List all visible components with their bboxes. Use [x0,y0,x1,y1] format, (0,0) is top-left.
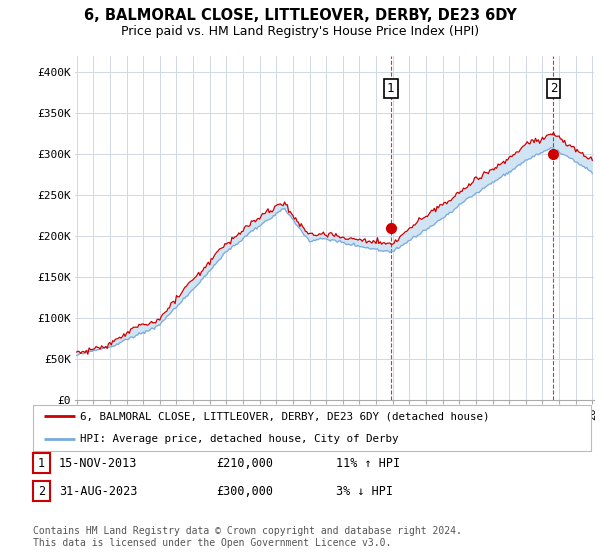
Text: 3% ↓ HPI: 3% ↓ HPI [336,484,393,498]
Text: 6, BALMORAL CLOSE, LITTLEOVER, DERBY, DE23 6DY: 6, BALMORAL CLOSE, LITTLEOVER, DERBY, DE… [83,8,517,24]
Text: £210,000: £210,000 [216,456,273,470]
Text: 11% ↑ HPI: 11% ↑ HPI [336,456,400,470]
Text: 31-AUG-2023: 31-AUG-2023 [59,484,137,498]
Text: 2: 2 [550,82,557,95]
Text: HPI: Average price, detached house, City of Derby: HPI: Average price, detached house, City… [80,435,399,444]
Text: 1: 1 [387,82,394,95]
Text: £300,000: £300,000 [216,484,273,498]
Text: Contains HM Land Registry data © Crown copyright and database right 2024.
This d: Contains HM Land Registry data © Crown c… [33,526,462,548]
Text: 6, BALMORAL CLOSE, LITTLEOVER, DERBY, DE23 6DY (detached house): 6, BALMORAL CLOSE, LITTLEOVER, DERBY, DE… [80,412,490,421]
Text: 2: 2 [38,484,45,498]
Text: 1: 1 [38,456,45,470]
Text: 15-NOV-2013: 15-NOV-2013 [59,456,137,470]
Text: Price paid vs. HM Land Registry's House Price Index (HPI): Price paid vs. HM Land Registry's House … [121,25,479,38]
